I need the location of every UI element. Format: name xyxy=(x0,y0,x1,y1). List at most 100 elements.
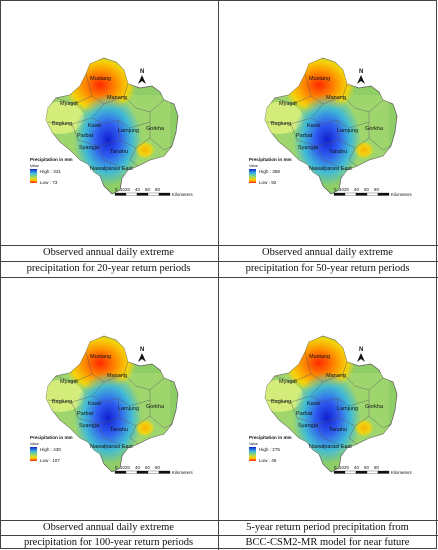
district-label-baglung: Baglung xyxy=(271,121,291,127)
scale-unit-label: Kilometers xyxy=(172,470,194,475)
scale-segment xyxy=(125,470,138,474)
caption-4-line1: 5-year return period precipitation from xyxy=(246,522,409,533)
district-border xyxy=(71,123,121,147)
district-label-lamjung: Lamjung xyxy=(337,128,358,134)
scale-tick-label: 20 xyxy=(125,465,130,470)
district-label-lamjung: Lamjung xyxy=(118,406,139,412)
scale-unit-label: Kilometers xyxy=(391,192,413,197)
legend-high-label: High : 331 xyxy=(40,169,61,174)
legend-color-ramp xyxy=(30,447,37,461)
district-border xyxy=(71,401,121,425)
scale-bar: 0 10 20 40 60 80 Kilometers xyxy=(114,187,194,197)
scale-tick-label: 40 xyxy=(354,465,359,470)
scale-segment xyxy=(125,192,138,196)
scale-segment xyxy=(147,470,160,474)
district-border xyxy=(290,401,340,425)
scale-segment xyxy=(136,192,149,196)
scale-tick-label: 80 xyxy=(155,187,160,192)
north-arrow-icon: N xyxy=(357,69,365,84)
district-label-tanahu: Tanahu xyxy=(329,427,347,433)
legend-high-label: High : 275 xyxy=(259,447,280,452)
district-border xyxy=(47,381,105,403)
scale-tick-label: 20 xyxy=(344,187,349,192)
district-label-kaski: Kaski xyxy=(88,123,101,129)
caption-3-line2: precipitation for 100-year return period… xyxy=(23,537,194,548)
scale-bar: 0 10 20 40 60 80 Kilometers xyxy=(333,187,413,197)
scale-segment xyxy=(344,192,357,196)
scale-segment xyxy=(333,192,346,196)
district-label-manang: Manang xyxy=(326,373,346,379)
district-border xyxy=(290,123,340,147)
district-border xyxy=(129,425,139,445)
grid-divider-caption-mid-1 xyxy=(0,261,438,262)
district-label-syangja: Syangja xyxy=(298,145,319,151)
local-peak-zone xyxy=(354,141,374,159)
caption-4-line2: BCC-CSM2-MR model for near future xyxy=(245,537,410,548)
scale-tick-label: 60 xyxy=(145,465,150,470)
grid-divider-caption-top-1 xyxy=(0,245,438,246)
district-label-tanahu: Tanahu xyxy=(329,149,347,155)
district-label-gorkha: Gorkha xyxy=(146,404,165,410)
low-precip-zone xyxy=(74,94,142,186)
district-label-kaski: Kaski xyxy=(307,401,320,407)
district-label-mustang: Mustang xyxy=(309,354,330,360)
map-panel-1: Mustang Myagdi Manang Baglung Kaski Parbat Lam… xyxy=(0,0,217,245)
scale-tick-label: 10 xyxy=(339,465,344,470)
district-label-myagdi: Myagdi xyxy=(60,379,78,385)
map-svg: Mustang Myagdi Manang Baglung Kaski Parbat Lam… xyxy=(249,335,413,475)
legend-low-label: Low : 107 xyxy=(40,458,60,463)
scale-tick-label: 10 xyxy=(120,465,125,470)
district-label-manang: Manang xyxy=(326,95,346,101)
svg-text:N: N xyxy=(140,69,144,75)
caption-2-line1: Observed annual daily extreme xyxy=(262,247,393,258)
north-arrow-icon: N xyxy=(357,347,365,362)
scale-segment xyxy=(344,470,357,474)
grid-divider-caption-top-2 xyxy=(0,520,438,521)
district-label-mustang: Mustang xyxy=(309,76,330,82)
scale-tick-label: 60 xyxy=(145,187,150,192)
scale-segment xyxy=(114,470,127,474)
district-label-parbat: Parbat xyxy=(77,133,94,139)
scale-segment xyxy=(114,192,127,196)
scale-tick-label: 60 xyxy=(364,465,369,470)
grid-divider-caption-mid-2 xyxy=(0,535,438,536)
district-border xyxy=(368,137,392,151)
district-border xyxy=(274,95,312,105)
district-label-nawalparasi: Nawalparasi East xyxy=(309,166,352,172)
district-label-kaski: Kaski xyxy=(88,401,101,407)
district-label-baglung: Baglung xyxy=(52,121,72,127)
district-label-nawalparasi: Nawalparasi East xyxy=(90,166,133,172)
svg-text:N: N xyxy=(359,347,363,353)
scale-tick-label: 80 xyxy=(155,465,160,470)
scale-tick-label: 20 xyxy=(125,187,130,192)
legend-title: Precipitation in mm xyxy=(249,157,292,162)
district-border xyxy=(368,415,392,429)
legend-value-label: Value xyxy=(249,442,258,446)
legend-value-label: Value xyxy=(30,442,39,446)
district-label-syangja: Syangja xyxy=(79,145,100,151)
scale-segment xyxy=(158,192,171,196)
legend-title: Precipitation in mm xyxy=(249,435,292,440)
scale-segment xyxy=(355,192,368,196)
district-border xyxy=(316,423,348,449)
district-border xyxy=(91,112,151,129)
scale-segment xyxy=(333,470,346,474)
district-label-mustang: Mustang xyxy=(90,76,111,82)
map-svg: Mustang Myagdi Manang Baglung Kaski Parbat Lam… xyxy=(30,335,194,475)
district-border xyxy=(342,95,384,113)
legend-high-label: High : 388 xyxy=(259,169,280,174)
low-precip-zone xyxy=(293,94,361,186)
district-border xyxy=(55,95,93,105)
caption-1-line2: precipitation for 20-year return periods xyxy=(26,263,191,274)
scale-tick-label: 40 xyxy=(135,187,140,192)
legend-color-ramp xyxy=(249,169,256,183)
district-label-mustang: Mustang xyxy=(90,354,111,360)
district-label-gorkha: Gorkha xyxy=(146,126,165,132)
district-border xyxy=(310,112,370,129)
district-border xyxy=(342,373,384,391)
scale-tick-label: 10 xyxy=(120,187,125,192)
district-border xyxy=(149,137,173,151)
district-label-manang: Manang xyxy=(107,95,127,101)
